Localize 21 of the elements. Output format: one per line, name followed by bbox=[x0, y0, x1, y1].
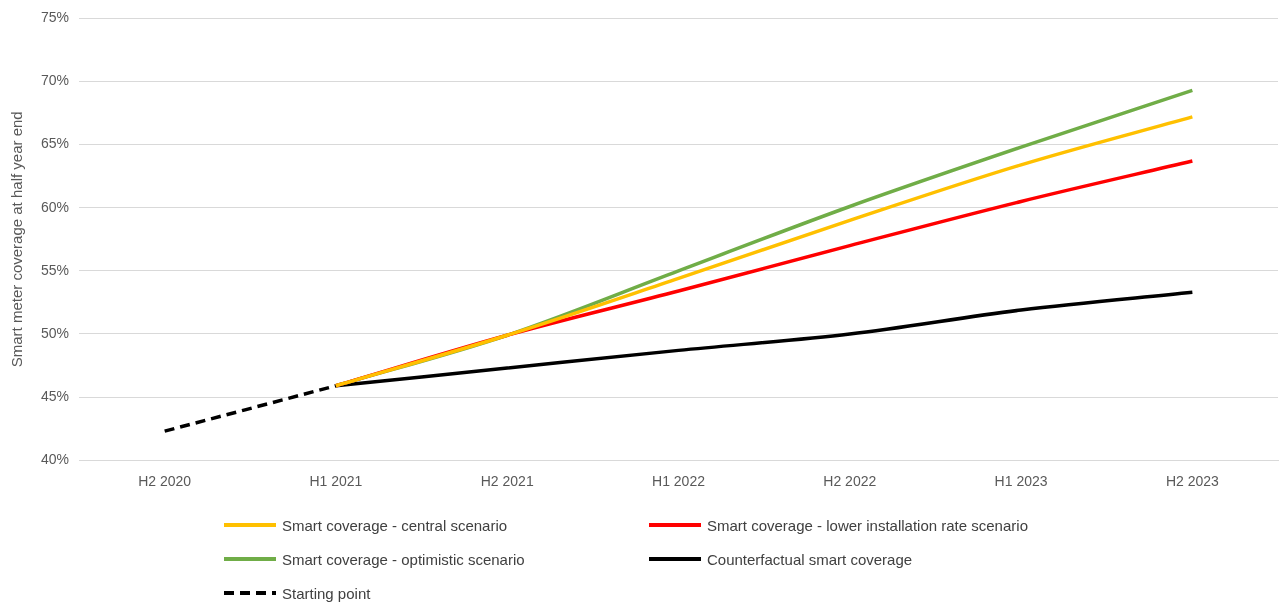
y-axis-title: Smart meter coverage at half year end bbox=[8, 111, 26, 368]
x-tick-label: H1 2021 bbox=[309, 473, 363, 490]
x-tick-label: H2 2023 bbox=[1165, 473, 1220, 490]
y-tick-label: 70% bbox=[40, 72, 70, 89]
x-tick-label: H2 2020 bbox=[138, 473, 192, 490]
legend-label: Smart coverage - central scenario bbox=[282, 516, 508, 534]
x-tick-label: H1 2023 bbox=[994, 473, 1048, 490]
x-tick-label: H1 2022 bbox=[652, 473, 706, 490]
y-tick-label: 45% bbox=[40, 387, 70, 404]
legend-label: Starting point bbox=[282, 584, 371, 602]
y-tick-label: 75% bbox=[40, 9, 70, 26]
legend-label: Smart coverage - lower installation rate scenario bbox=[707, 516, 1028, 534]
legend-label: Smart coverage - optimistic scenario bbox=[282, 550, 525, 568]
y-tick-label: 60% bbox=[40, 198, 70, 215]
legend-label: Counterfactual smart coverage bbox=[707, 550, 913, 568]
x-tick-label: H2 2022 bbox=[823, 473, 877, 490]
x-tick-label: H2 2021 bbox=[480, 473, 534, 490]
y-tick-label: 50% bbox=[40, 324, 70, 341]
y-tick-label: 40% bbox=[40, 451, 70, 468]
y-tick-label: 55% bbox=[40, 261, 70, 278]
y-tick-label: 65% bbox=[40, 135, 70, 152]
